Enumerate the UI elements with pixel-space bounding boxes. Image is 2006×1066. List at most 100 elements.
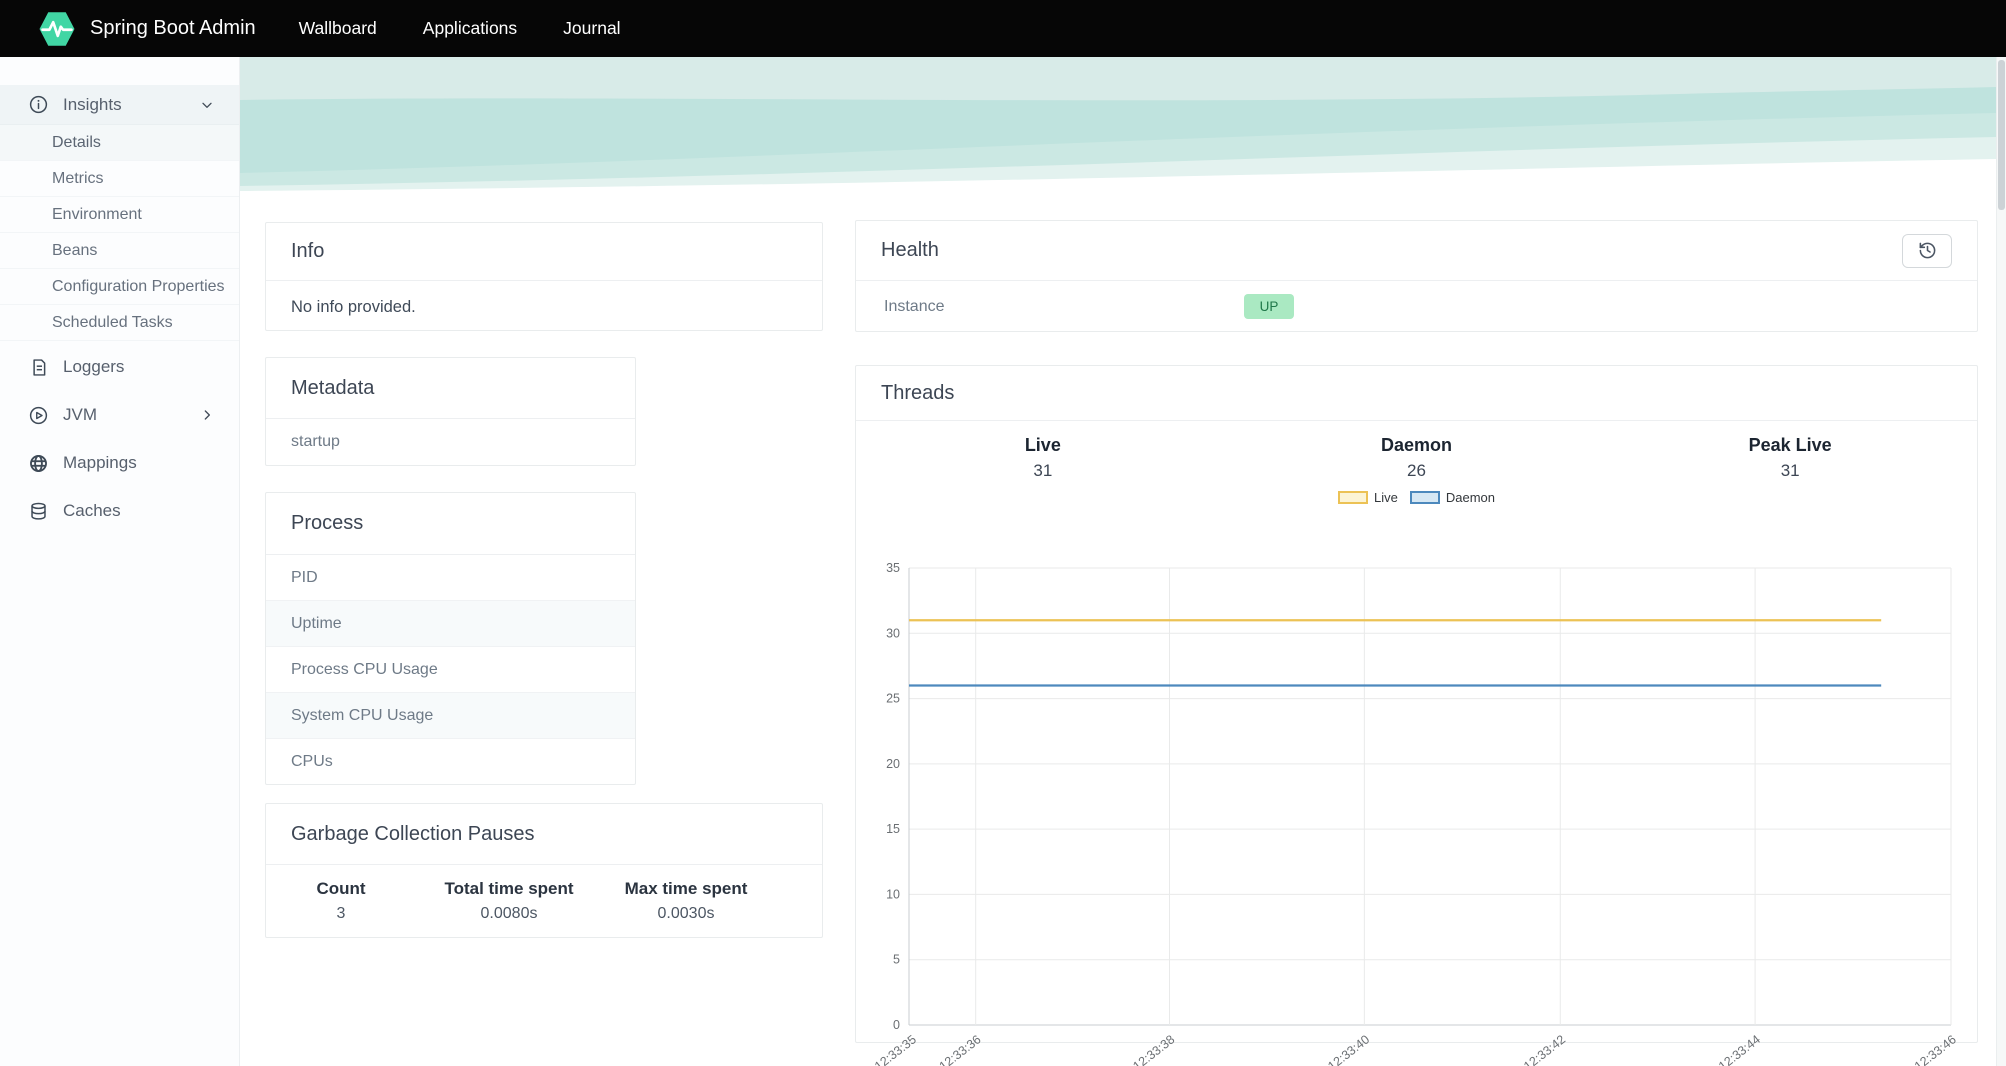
sidebar-insights-label: Insights xyxy=(63,94,122,114)
stat-live-label: Live xyxy=(1024,435,1061,455)
metadata-card: Metadata startup xyxy=(265,357,636,466)
stat-live-value: 31 xyxy=(1033,461,1053,480)
info-card-header: Info xyxy=(266,223,822,281)
threads-card-header: Threads xyxy=(856,366,1977,421)
process-row-system-cpu-usage: System CPU Usage xyxy=(266,693,635,739)
gc-max-header: Max time spent xyxy=(624,879,748,898)
nav-journal[interactable]: Journal xyxy=(563,18,621,38)
brand[interactable]: Spring Boot Admin xyxy=(0,10,284,48)
gc-col-total: Total time spent 0.0080s xyxy=(416,879,602,923)
svg-text:25: 25 xyxy=(886,692,900,706)
svg-text:10: 10 xyxy=(886,887,900,901)
sidebar: Insights Details Metrics Environment Bea… xyxy=(0,57,240,1066)
info-circle-icon xyxy=(29,95,48,114)
stat-live: Live 31 xyxy=(856,435,1230,481)
sidebar-item-environment[interactable]: Environment xyxy=(0,197,239,233)
gc-card-title: Garbage Collection Pauses xyxy=(291,822,535,845)
gc-total-value: 0.0080s xyxy=(480,905,538,922)
nav-applications[interactable]: Applications xyxy=(422,18,518,38)
legend-item-daemon: Daemon xyxy=(1409,490,1495,505)
svg-text:20: 20 xyxy=(886,757,900,771)
process-row-process-cpu-usage: Process CPU Usage xyxy=(266,647,635,693)
globe-icon xyxy=(30,454,47,472)
chart-legend: Live Daemon xyxy=(856,490,1977,505)
play-circle-icon xyxy=(29,406,48,424)
threads-line-chart: 0 5 10 15 20 25 30 35 12:33:35 12:33:36 12:33:38 12… xyxy=(856,561,1979,1066)
sidebar-item-mappings[interactable]: Mappings xyxy=(0,439,239,487)
stat-daemon-label: Daemon xyxy=(1381,435,1453,455)
info-card-title: Info xyxy=(291,240,325,262)
sidebar-item-details[interactable]: Details xyxy=(0,125,239,161)
document-icon xyxy=(33,358,46,376)
stat-daemon-value: 26 xyxy=(1407,461,1426,480)
top-navbar: Spring Boot Admin Wallboard Applications… xyxy=(0,0,2006,57)
gc-count-value: 3 xyxy=(336,905,346,922)
sidebar-item-jvm[interactable]: JVM xyxy=(0,391,239,439)
sidebar-item-loggers[interactable]: Loggers xyxy=(0,343,239,391)
process-card-title: Process xyxy=(291,512,364,534)
scrollbar-thumb[interactable] xyxy=(1998,60,2005,210)
legend-daemon-swatch xyxy=(1409,491,1440,504)
stat-peak-live: Peak Live 31 xyxy=(1603,435,1977,481)
health-card: Health Instance UP xyxy=(855,220,1978,332)
process-card-header: Process xyxy=(266,493,635,555)
metadata-row-startup: startup xyxy=(291,433,340,450)
info-empty-message: No info provided. xyxy=(291,298,416,316)
gc-total-header: Total time spent xyxy=(444,879,574,898)
gc-count-header: Count xyxy=(316,879,366,898)
stat-peak-live-value: 31 xyxy=(1780,461,1800,480)
sidebar-item-metrics[interactable]: Metrics xyxy=(0,161,239,197)
svg-text:12:33:38: 12:33:38 xyxy=(1130,1032,1177,1066)
sidebar-mappings-label: Mappings xyxy=(63,453,137,472)
stat-peak-live-label: Peak Live xyxy=(1748,435,1832,455)
history-icon xyxy=(1919,242,1935,259)
navbar-menu: Wallboard Applications Journal xyxy=(284,18,652,39)
gc-pauses-card: Garbage Collection Pauses Count 3 Total … xyxy=(265,803,823,938)
health-instance-label: Instance xyxy=(884,297,945,315)
health-instance-row: Instance UP xyxy=(856,281,1977,332)
threads-card: Threads Live 31 Daemon 26 Peak Live 31 xyxy=(855,365,1978,1066)
sidebar-item-caches[interactable]: Caches xyxy=(0,487,239,535)
sidebar-jvm-label: JVM xyxy=(63,405,97,424)
sidebar-item-insights[interactable]: Insights xyxy=(0,85,239,125)
health-card-header: Health xyxy=(856,221,1977,281)
chevron-down-icon xyxy=(199,97,215,113)
svg-text:15: 15 xyxy=(886,822,900,836)
gc-table: Count 3 Total time spent 0.0080s Max tim… xyxy=(266,865,822,923)
threads-stats: Live 31 Daemon 26 Peak Live 31 xyxy=(856,421,1977,481)
threads-card-title: Threads xyxy=(881,381,955,404)
gc-card-header: Garbage Collection Pauses xyxy=(266,804,822,865)
legend-live-label: Live xyxy=(1374,490,1398,505)
chevron-right-icon xyxy=(199,407,215,423)
status-badge: UP xyxy=(1244,294,1294,319)
process-card: Process PID Uptime Process CPU Usage Sys… xyxy=(265,492,636,785)
sidebar-item-beans[interactable]: Beans xyxy=(0,233,239,269)
svg-text:12:33:35: 12:33:35 xyxy=(872,1032,919,1066)
metadata-card-header: Metadata xyxy=(266,358,635,419)
page-scrollbar[interactable] xyxy=(1996,57,2006,1066)
svg-text:0: 0 xyxy=(893,1018,900,1032)
svg-text:35: 35 xyxy=(886,561,900,575)
metadata-card-title: Metadata xyxy=(291,376,375,399)
gc-col-count: Count 3 xyxy=(266,879,416,923)
svg-text:30: 30 xyxy=(886,626,900,640)
gc-max-value: 0.0030s xyxy=(657,905,715,922)
legend-daemon-label: Daemon xyxy=(1445,490,1495,505)
health-history-button[interactable] xyxy=(1902,233,1952,268)
svg-text:12:33:36: 12:33:36 xyxy=(937,1032,984,1066)
legend-item-live: Live xyxy=(1338,490,1398,505)
svg-text:12:33:46: 12:33:46 xyxy=(1912,1032,1959,1066)
brand-title: Spring Boot Admin xyxy=(90,17,256,39)
sidebar-loggers-label: Loggers xyxy=(63,357,125,376)
nav-wallboard[interactable]: Wallboard xyxy=(298,18,377,38)
sidebar-item-scheduled-tasks[interactable]: Scheduled Tasks xyxy=(0,305,239,341)
stat-daemon: Daemon 26 xyxy=(1230,435,1604,481)
database-icon xyxy=(31,502,46,520)
svg-text:12:33:44: 12:33:44 xyxy=(1716,1032,1763,1066)
threads-card-body: Live 31 Daemon 26 Peak Live 31 xyxy=(856,421,1977,1066)
svg-text:12:33:40: 12:33:40 xyxy=(1325,1032,1372,1066)
process-row-uptime: Uptime xyxy=(266,601,635,647)
sidebar-item-configuration-properties[interactable]: Configuration Properties xyxy=(0,269,239,305)
svg-text:5: 5 xyxy=(893,953,900,967)
spring-boot-admin-logo-icon xyxy=(39,11,75,46)
